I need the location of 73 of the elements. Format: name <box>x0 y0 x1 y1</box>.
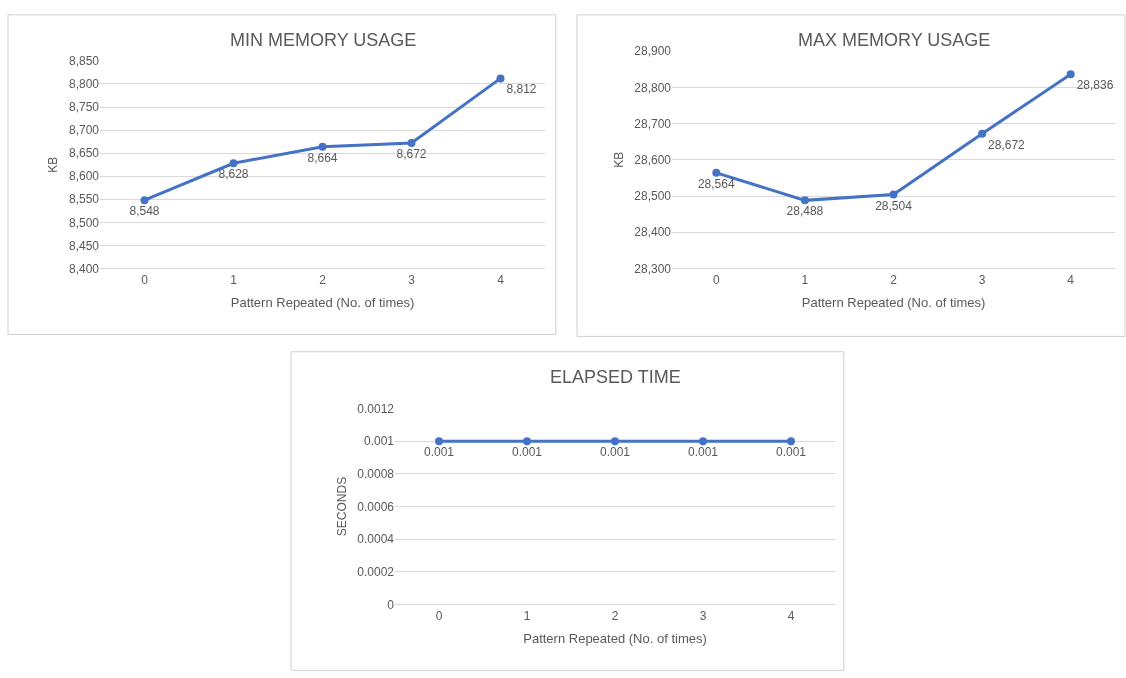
x-tick-label: 2 <box>890 272 898 287</box>
y-tick-label: 0.0012 <box>357 401 395 416</box>
data-label: 0.001 <box>775 445 807 460</box>
y-tick-label: 28,700 <box>634 116 672 131</box>
data-label: 0.001 <box>687 445 719 460</box>
y-tick-label: 8,800 <box>68 77 100 92</box>
y-tick-label: 0.0008 <box>357 467 395 482</box>
y-tick-label: 8,450 <box>68 238 100 253</box>
y-tick-label: 8,500 <box>68 215 100 230</box>
y-axis-title: SECONDS <box>334 476 349 537</box>
point <box>712 168 721 177</box>
x-tick-label: 1 <box>523 608 531 623</box>
data-label: 28,564 <box>697 176 735 191</box>
x-tick-label: 4 <box>1067 272 1075 287</box>
y-tick-label: 28,900 <box>634 44 672 59</box>
y-tick-label: 8,400 <box>68 261 100 276</box>
y-tick-label: 0.0006 <box>357 499 395 514</box>
point <box>496 74 505 83</box>
x-tick-label: 4 <box>787 608 795 623</box>
y-axis-title: KB <box>611 151 626 168</box>
point <box>800 196 809 205</box>
y-tick-label: 8,750 <box>68 100 100 115</box>
x-tick-label: 1 <box>230 272 238 287</box>
x-tick-label: 2 <box>611 608 619 623</box>
x-tick-label: 3 <box>408 272 416 287</box>
y-tick-label: 28,500 <box>634 189 672 204</box>
y-axis-title: KB <box>46 156 61 173</box>
y-tick-label: 0.001 <box>363 434 395 449</box>
x-tick-label: 1 <box>801 272 809 287</box>
y-tick-label: 8,600 <box>68 169 100 184</box>
point <box>978 129 987 138</box>
y-tick-label: 8,650 <box>68 146 100 161</box>
y-tick-label: 8,550 <box>68 192 100 207</box>
point <box>889 190 898 199</box>
chart-title: MAX MEMORY USAGE <box>798 30 991 50</box>
y-tick-label: 8,850 <box>68 54 100 69</box>
y-tick-label: 28,300 <box>634 261 672 276</box>
data-label: 0.001 <box>511 445 543 460</box>
data-label: 8,548 <box>129 204 160 219</box>
point <box>229 159 238 168</box>
x-tick-label: 3 <box>699 608 707 623</box>
y-tick-label: 0 <box>387 597 395 612</box>
y-tick-label: 8,700 <box>68 123 100 138</box>
y-tick-label: 28,800 <box>634 80 672 95</box>
point <box>407 138 416 147</box>
chart-title: MIN MEMORY USAGE <box>230 30 417 50</box>
x-tick-label: 4 <box>497 272 505 287</box>
chart-title: ELAPSED TIME <box>550 367 681 387</box>
x-tick-label: 0 <box>712 272 720 287</box>
y-tick-label: 28,400 <box>634 225 672 240</box>
data-label: 28,836 <box>1076 78 1114 93</box>
data-label: 28,504 <box>875 198 913 213</box>
x-axis-title: Pattern Repeated (No. of times) <box>523 631 707 647</box>
y-tick-label: 0.0002 <box>357 564 395 579</box>
point <box>318 142 327 151</box>
x-axis-title: Pattern Repeated (No. of times) <box>230 295 415 311</box>
y-tick-label: 28,600 <box>634 152 672 167</box>
x-axis-title: Pattern Repeated (No. of times) <box>801 295 986 311</box>
data-label: 0.001 <box>599 445 631 460</box>
x-tick-label: 2 <box>319 272 327 287</box>
x-tick-label: 0 <box>435 608 443 623</box>
x-tick-label: 0 <box>141 272 149 287</box>
data-label: 28,672 <box>988 137 1026 152</box>
point <box>140 196 149 205</box>
data-label: 28,488 <box>786 204 824 219</box>
x-tick-label: 3 <box>978 272 986 287</box>
point <box>1066 70 1075 79</box>
data-label: 8,628 <box>218 167 249 182</box>
data-label: 8,664 <box>307 150 338 165</box>
data-label: 0.001 <box>423 445 455 460</box>
data-label: 8,812 <box>506 82 537 97</box>
y-tick-label: 0.0004 <box>357 532 395 547</box>
data-label: 8,672 <box>396 146 427 161</box>
